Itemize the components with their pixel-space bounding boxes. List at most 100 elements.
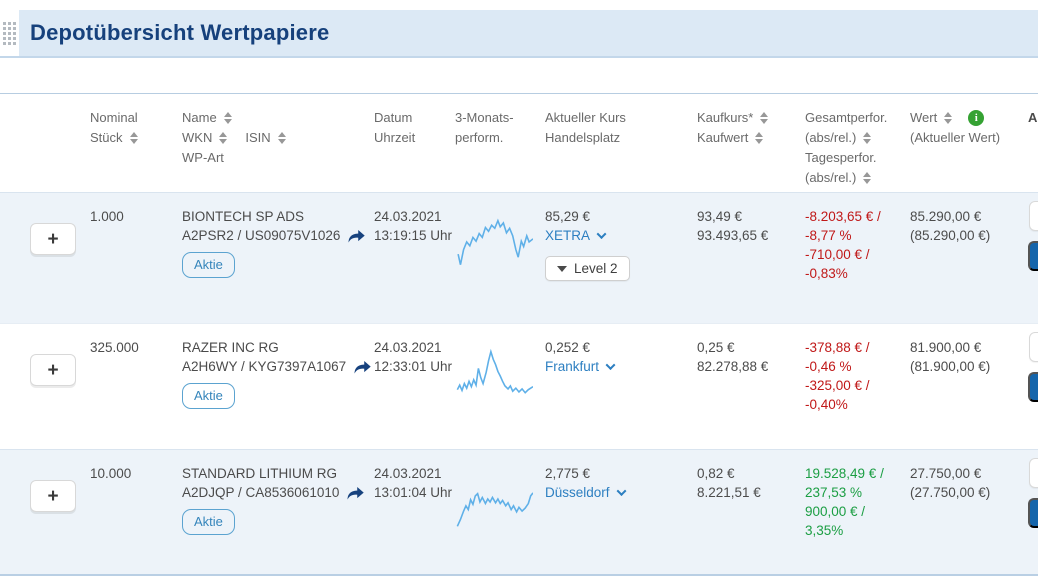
current-price: 85,29 €: [545, 209, 591, 224]
sort-icon[interactable]: [277, 132, 286, 144]
col-header-nominal: Nominal Stück: [90, 94, 182, 192]
time: 13:19:15 Uhr: [374, 228, 453, 243]
datetime-cell: 24.03.2021 13:01:04 Uhr: [374, 450, 455, 574]
col-header-aktionen: A: [1028, 110, 1038, 125]
security-type-badge: Aktie: [182, 252, 235, 278]
venue-label: Frankfurt: [545, 359, 600, 374]
col-header-name: Name WKN ISIN WP-Art: [182, 94, 374, 192]
sparkline-cell: [455, 450, 545, 574]
page-title: Depotübersicht Wertpapiere: [30, 20, 330, 45]
name-cell: STANDARD LITHIUM RG A2DJQP / CA853606101…: [182, 450, 374, 574]
sort-icon[interactable]: [760, 112, 769, 124]
current-price: 2,775 €: [545, 466, 591, 481]
buy-price: 0,82 €: [697, 466, 735, 481]
chevron-down-icon: [596, 229, 607, 240]
action-button-primary[interactable]: [1028, 372, 1038, 402]
venue-dropdown[interactable]: Düsseldorf: [545, 483, 626, 502]
col-label: perform.: [455, 130, 504, 145]
value: 27.750,00 €: [910, 466, 982, 481]
col-label: (Aktueller Wert): [910, 130, 1001, 145]
drag-dots-icon: [3, 21, 16, 45]
sort-icon[interactable]: [755, 132, 764, 144]
sort-icon[interactable]: [863, 132, 872, 144]
buy-price: 0,25 €: [697, 340, 735, 355]
share-arrow-icon[interactable]: [353, 359, 372, 375]
table-row: + 10.000 STANDARD LITHIUM RG A2DJQP / CA…: [0, 449, 1038, 576]
value-cell: 81.900,00 € (81.900,00 €): [910, 324, 1028, 449]
sparkline-chart: [455, 338, 533, 414]
datetime-cell: 24.03.2021 13:19:15 Uhr: [374, 193, 455, 323]
sort-icon[interactable]: [944, 112, 953, 124]
col-label: Tagesperfor.: [805, 150, 877, 165]
col-label: Stück: [90, 130, 123, 145]
module-header: Depotübersicht Wertpapiere: [0, 10, 1038, 58]
share-arrow-icon[interactable]: [346, 485, 365, 501]
venue-label: Düsseldorf: [545, 485, 610, 500]
buy-value: 8.221,51 €: [697, 485, 761, 500]
expand-row-button[interactable]: +: [30, 223, 76, 255]
security-name: BIONTECH SP ADS: [182, 209, 305, 224]
value-current: (81.900,00 €): [910, 359, 991, 374]
performance-cell: 19.528,49 € / 237,53 % 900,00 € / 3,35%: [805, 450, 910, 574]
col-label: Uhrzeit: [374, 130, 416, 145]
total-perf-rel: -0,46 %: [805, 359, 852, 374]
security-type-badge: Aktie: [182, 383, 235, 409]
sort-icon[interactable]: [223, 112, 232, 124]
venue-dropdown[interactable]: XETRA: [545, 226, 607, 245]
col-header-performance: Gesamtperfor. (abs/rel.) Tagesperfor. (a…: [805, 94, 910, 192]
expand-row-button[interactable]: +: [30, 480, 76, 512]
performance-cell: -8.203,65 € / -8,77 % -710,00 € / -0,83%: [805, 193, 910, 323]
sort-icon[interactable]: [863, 172, 872, 184]
sort-icon[interactable]: [129, 132, 138, 144]
total-perf-rel: 237,53 %: [805, 485, 863, 500]
buy-cell: 0,25 € 82.278,88 €: [697, 324, 805, 449]
total-perf-abs: -8.203,65 € /: [805, 209, 881, 224]
date: 24.03.2021: [374, 209, 442, 224]
wkn-isin: A2DJQP / CA8536061010: [182, 485, 340, 500]
col-label: 3-Monats-: [455, 110, 514, 125]
buy-value: 82.278,88 €: [697, 359, 769, 374]
col-header-kaufkurs: Kaufkurs* Kaufwert: [697, 94, 805, 192]
security-type-badge: Aktie: [182, 509, 235, 535]
current-price: 0,252 €: [545, 340, 591, 355]
share-arrow-icon[interactable]: [347, 228, 366, 244]
action-button-secondary[interactable]: [1029, 458, 1038, 488]
col-header-kurs: Aktueller Kurs Handelsplatz: [545, 94, 697, 192]
value-cell: 27.750,00 € (27.750,00 €): [910, 450, 1028, 574]
action-button-secondary[interactable]: [1029, 332, 1038, 362]
expand-row-button[interactable]: +: [30, 354, 76, 386]
security-name: STANDARD LITHIUM RG: [182, 466, 338, 481]
col-label: (abs/rel.): [805, 170, 857, 185]
col-label: ISIN: [245, 130, 271, 145]
day-perf-abs: 900,00 € /: [805, 504, 866, 519]
date: 24.03.2021: [374, 466, 442, 481]
col-label: Kaufkurs*: [697, 110, 754, 125]
buy-cell: 0,82 € 8.221,51 €: [697, 450, 805, 574]
col-header-3m-perform: 3-Monats- perform.: [455, 94, 545, 192]
buy-cell: 93,49 € 93.493,65 €: [697, 193, 805, 323]
sort-icon[interactable]: [219, 132, 228, 144]
total-perf-abs: 19.528,49 € /: [805, 466, 884, 481]
value-current: (85.290,00 €): [910, 228, 991, 243]
nominal-cell: 325.000: [90, 340, 139, 355]
value: 81.900,00 €: [910, 340, 982, 355]
level2-button[interactable]: Level 2: [545, 256, 630, 281]
name-cell: RAZER INC RG A2H6WY / KYG7397A1067 Aktie: [182, 324, 374, 449]
sparkline-chart: [455, 207, 533, 283]
col-label: Aktueller Kurs: [545, 110, 626, 125]
col-label: Handelsplatz: [545, 130, 621, 145]
action-button-primary[interactable]: [1028, 498, 1038, 528]
action-button-primary[interactable]: [1028, 241, 1038, 271]
venue-label: XETRA: [545, 228, 591, 243]
sparkline-cell: [455, 324, 545, 449]
sparkline-chart: [455, 464, 533, 540]
level2-label: Level 2: [574, 261, 618, 276]
info-icon[interactable]: i: [968, 110, 985, 126]
wkn-isin: A2H6WY / KYG7397A1067: [182, 359, 347, 374]
buy-value: 93.493,65 €: [697, 228, 769, 243]
datetime-cell: 24.03.2021 12:33:01 Uhr: [374, 324, 455, 449]
action-button-secondary[interactable]: [1029, 201, 1038, 231]
name-cell: BIONTECH SP ADS A2PSR2 / US09075V1026 Ak…: [182, 193, 374, 323]
drag-handle-icon[interactable]: [0, 10, 19, 56]
venue-dropdown[interactable]: Frankfurt: [545, 357, 616, 376]
